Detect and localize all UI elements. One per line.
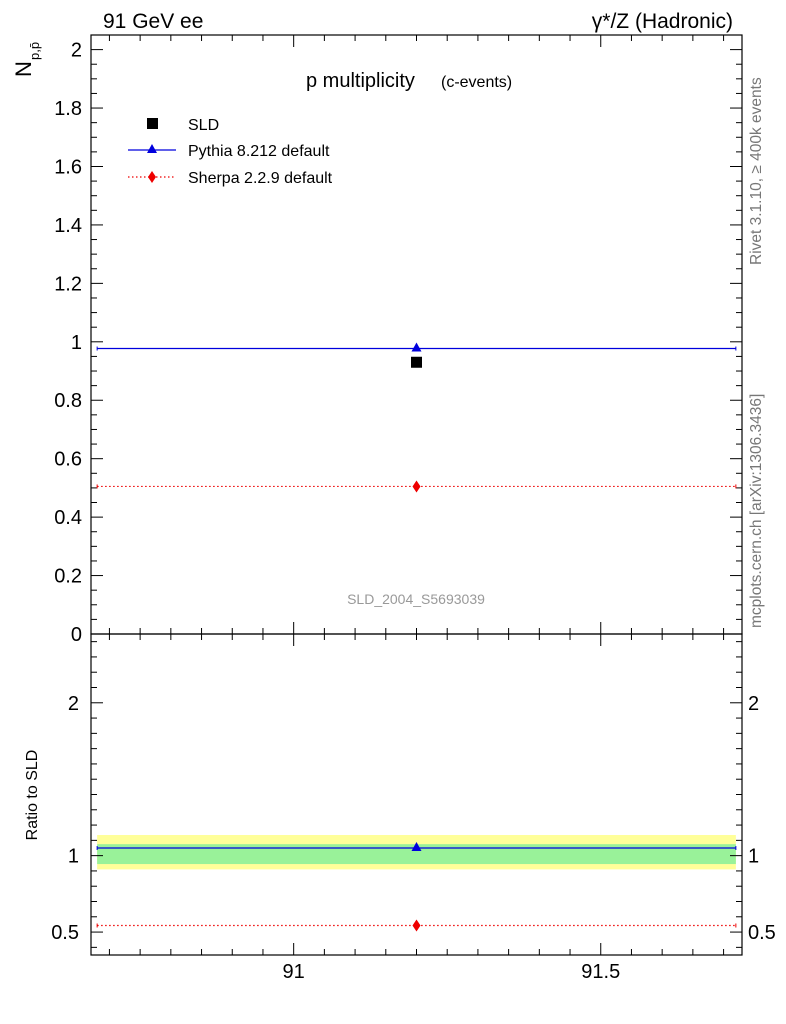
main-ytick-label: 0.4 <box>54 507 82 529</box>
main-ytick-label: 1 <box>71 332 82 354</box>
mcplots-reference-label: mcplots.cern.ch [arXiv:1306.3436] <box>748 394 765 628</box>
legend-marker-sherpa <box>148 171 156 183</box>
ratio-uncertainty-bands <box>97 835 736 870</box>
ratio-ylabel: Ratio to SLD <box>24 750 41 841</box>
ratio-ytick-label-right: 1 <box>748 846 759 868</box>
main-ytick-label: 0 <box>71 624 82 646</box>
ratio-band-inner <box>97 844 736 865</box>
ratio-ytick-label-left: 1 <box>68 846 79 868</box>
ratio-ytick-label-left: 0.5 <box>51 922 79 944</box>
legend-label-pythia: Pythia 8.212 default <box>188 143 330 160</box>
legend-marker-sld <box>147 118 158 129</box>
legend-label-sld: SLD <box>188 117 219 134</box>
ratio-ytick-label-left: 2 <box>68 693 79 715</box>
main-title: p multiplicity <box>306 70 415 92</box>
legend-marker-pythia <box>147 144 157 153</box>
ratio-xtick-label: 91.5 <box>581 961 620 983</box>
main-ylabel: N <box>11 61 36 77</box>
main-point-sherpa <box>412 480 421 493</box>
main-ytick-label: 1.4 <box>54 215 82 237</box>
main-ytick-label: 2 <box>71 40 82 62</box>
ratio-xtick-label: 91 <box>283 961 305 983</box>
main-ytick-label: 0.6 <box>54 449 82 471</box>
ratio-series-layer <box>96 842 737 932</box>
main-ylabel-group: N p,p̄ <box>11 42 42 77</box>
main-ytick-label: 1.2 <box>54 273 82 295</box>
main-ytick-label: 1.6 <box>54 156 82 178</box>
main-ylabel-subscript: p,p̄ <box>27 42 42 60</box>
ratio-ytick-label-right: 0.5 <box>748 922 776 944</box>
main-point-sld <box>411 356 422 368</box>
rivet-version-label: Rivet 3.1.10, ≥ 400k events <box>748 77 765 265</box>
header-left-label: 91 GeV ee <box>103 10 203 33</box>
ratio-point-sherpa <box>412 919 421 932</box>
ratio-ytick-label-right: 2 <box>748 693 759 715</box>
ratio-axis-ticks <box>91 634 742 955</box>
main-point-pythia <box>411 342 422 352</box>
header-right-label: γ*/Z (Hadronic) <box>592 10 733 33</box>
tick-labels-layer: 0 0.2 0.4 0.6 0.8 1 1.2 1.4 1.6 1.8 2 91 91.5 0.5 0.5 1… <box>51 40 776 983</box>
legend-label-sherpa: Sherpa 2.2.9 default <box>188 170 333 187</box>
legend: SLD Pythia 8.212 default Sherpa 2.2.9 de… <box>128 117 333 187</box>
main-subtitle: (c-events) <box>441 74 512 91</box>
ratio-panel-frame <box>90 633 743 956</box>
main-series-layer <box>96 342 737 493</box>
ratio-point-pythia <box>411 842 422 851</box>
main-ytick-label: 0.2 <box>54 566 82 588</box>
main-ytick-label: 1.8 <box>54 98 82 120</box>
main-ytick-label: 0.8 <box>54 390 82 412</box>
analysis-watermark: SLD_2004_S5693039 <box>347 591 485 607</box>
main-axis-ticks <box>91 34 742 635</box>
